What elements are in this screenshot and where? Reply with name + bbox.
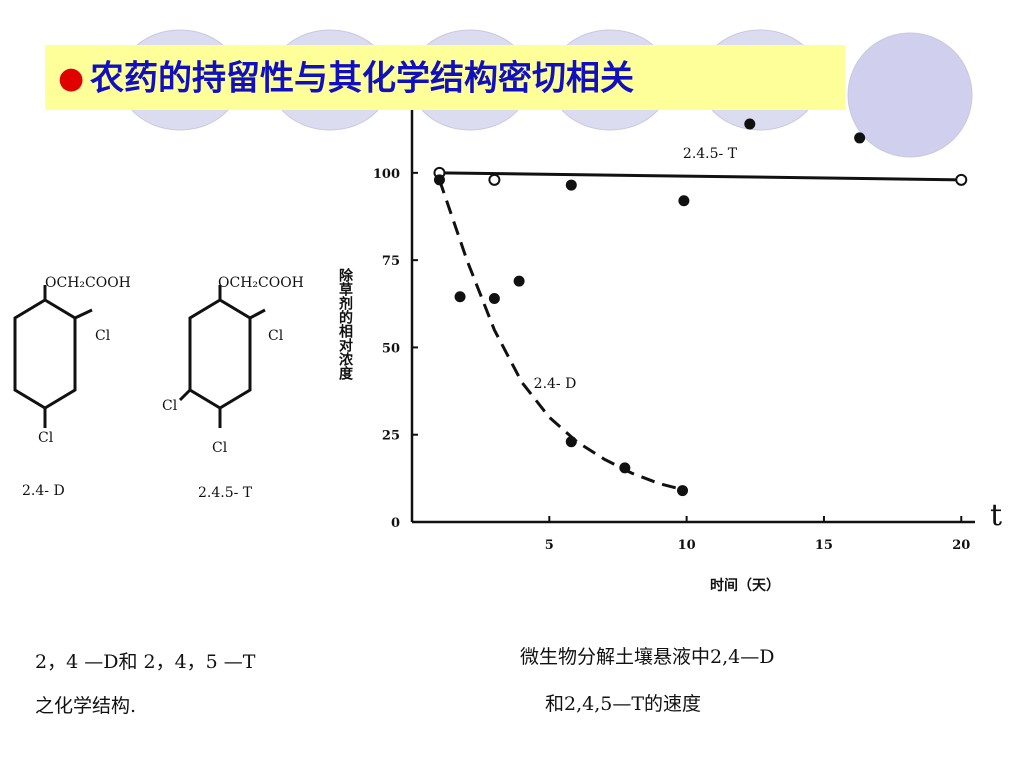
y-tick-label: 50 bbox=[382, 341, 400, 356]
data-point bbox=[854, 132, 866, 144]
x-tick-label: 5 bbox=[545, 538, 554, 553]
data-point bbox=[619, 462, 631, 474]
caption: 和2,4,5—T的速度 bbox=[545, 693, 701, 715]
y-tick-label: 100 bbox=[373, 167, 400, 182]
structure-name: 2.4- D bbox=[22, 483, 65, 499]
data-point bbox=[565, 179, 577, 191]
series-label: 2.4.5- T bbox=[683, 146, 738, 162]
annotation: t bbox=[990, 498, 1002, 533]
caption: 微生物分解土壤悬液中2,4—D bbox=[520, 646, 774, 668]
data-point bbox=[677, 485, 689, 497]
data-point bbox=[678, 195, 690, 207]
title-box bbox=[45, 45, 845, 110]
data-point bbox=[454, 291, 466, 303]
y-tick-label: 25 bbox=[382, 429, 400, 444]
substituent: OCH₂COOH bbox=[45, 275, 131, 291]
y-tick-label: 0 bbox=[391, 516, 400, 531]
caption: 之化学结构. bbox=[35, 695, 136, 717]
series-line bbox=[439, 171, 962, 182]
slide-title: 农药的持留性与其化学结构密切相关 bbox=[90, 59, 634, 99]
y-tick-label: 75 bbox=[382, 254, 400, 269]
substituent: Cl bbox=[268, 328, 284, 344]
data-point bbox=[488, 293, 500, 305]
y-axis-label: 除草剂的相对浓度 bbox=[337, 267, 353, 381]
data-point bbox=[955, 173, 968, 186]
substituent: Cl bbox=[212, 440, 228, 456]
structures bbox=[13, 285, 266, 428]
data-point bbox=[513, 275, 525, 287]
data-point bbox=[565, 436, 577, 448]
data-point bbox=[744, 118, 756, 130]
substituent: OCH₂COOH bbox=[218, 275, 304, 291]
structure-name: 2.4.5- T bbox=[198, 485, 253, 501]
x-tick-label: 15 bbox=[815, 538, 833, 553]
substituent: Cl bbox=[162, 398, 178, 414]
caption: 2，4 —D和 2，4，5 —T bbox=[35, 651, 256, 673]
x-axis-label: 时间（天） bbox=[710, 577, 780, 594]
series-line bbox=[438, 179, 688, 493]
chart: 0 25 50 75 100 5 10 15 20 时间（天） 除草剂的相对浓度 t 2.4.5- T 2… bbox=[337, 110, 1002, 594]
data-point bbox=[433, 174, 445, 186]
substituent: Cl bbox=[95, 328, 111, 344]
series-label: 2.4- D bbox=[534, 376, 577, 392]
data-point bbox=[488, 173, 501, 186]
x-tick-label: 10 bbox=[678, 538, 696, 553]
substituent: Cl bbox=[38, 430, 54, 446]
x-tick-label: 20 bbox=[952, 538, 970, 553]
bullet: ● bbox=[58, 61, 84, 96]
